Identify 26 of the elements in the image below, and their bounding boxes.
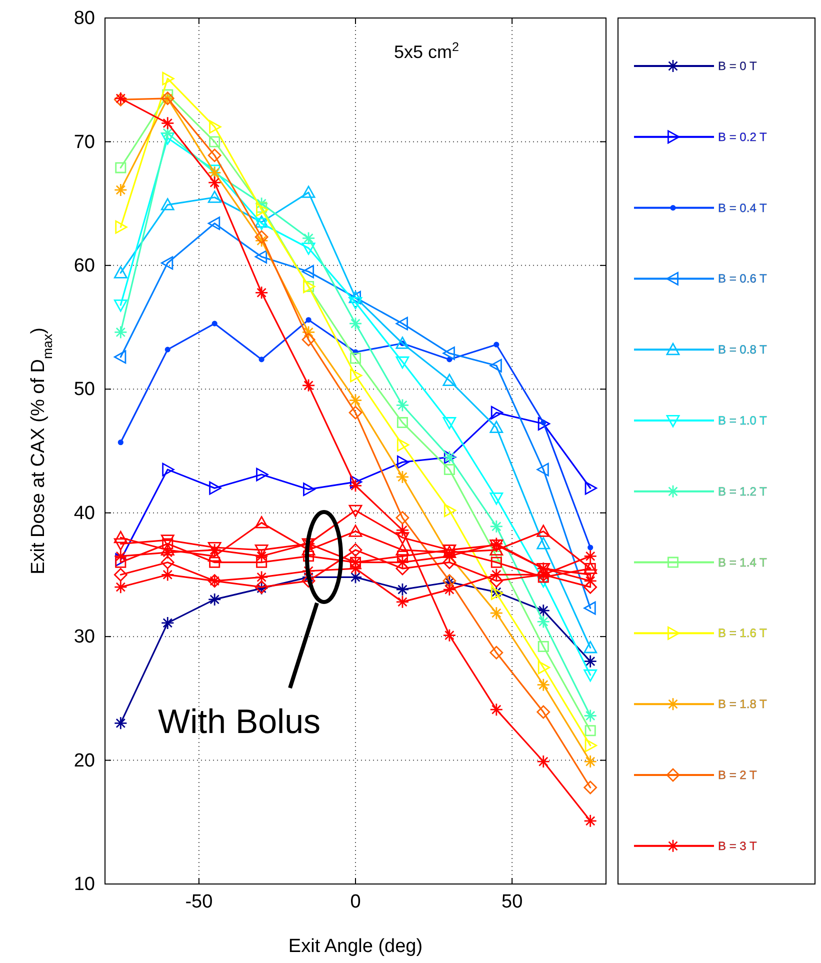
x-tick-label: 0: [350, 891, 361, 912]
x-axis-title: Exit Angle (deg): [288, 936, 423, 957]
text: B = 1.0 T: [718, 414, 768, 428]
y-tick-label: 30: [74, 626, 95, 648]
y-tick-label: 50: [74, 379, 95, 400]
y-tick-label: 60: [74, 256, 95, 277]
text: B = 1.2 T: [718, 484, 768, 498]
y-tick-label: 80: [74, 8, 95, 30]
x-tick-label: -50: [185, 891, 213, 912]
text: B = 1.6 T: [718, 626, 768, 640]
y-tick-label: 40: [74, 502, 95, 524]
y-tick-label: 10: [74, 874, 95, 896]
text: B = 0 T: [718, 59, 758, 73]
annotation: With Bolus: [158, 703, 320, 741]
text: B = 1.8 T: [718, 697, 768, 712]
text: B = 0.4 T: [718, 200, 768, 215]
text: B = 1.4 T: [718, 555, 768, 570]
annotation: 5x5 cm$^{2}$: [394, 40, 460, 62]
y-tick-label: 70: [74, 132, 95, 153]
x-tick-label: 50: [501, 891, 523, 912]
y-tick-label: 20: [74, 750, 95, 772]
text: B = 0.6 T: [718, 272, 768, 286]
text: B = 0.2 T: [718, 130, 768, 144]
text: B = 3 T: [718, 838, 758, 853]
text: B = 0.8 T: [718, 342, 768, 357]
text: B = 2 T: [718, 768, 758, 782]
